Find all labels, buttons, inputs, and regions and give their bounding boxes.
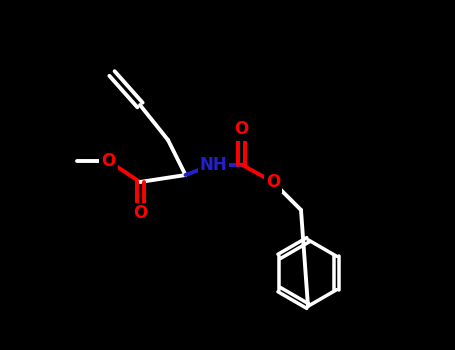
Text: O: O — [266, 173, 280, 191]
Text: O: O — [101, 152, 116, 170]
Text: O: O — [234, 120, 248, 139]
Text: O: O — [133, 204, 147, 223]
Text: NH: NH — [200, 155, 228, 174]
